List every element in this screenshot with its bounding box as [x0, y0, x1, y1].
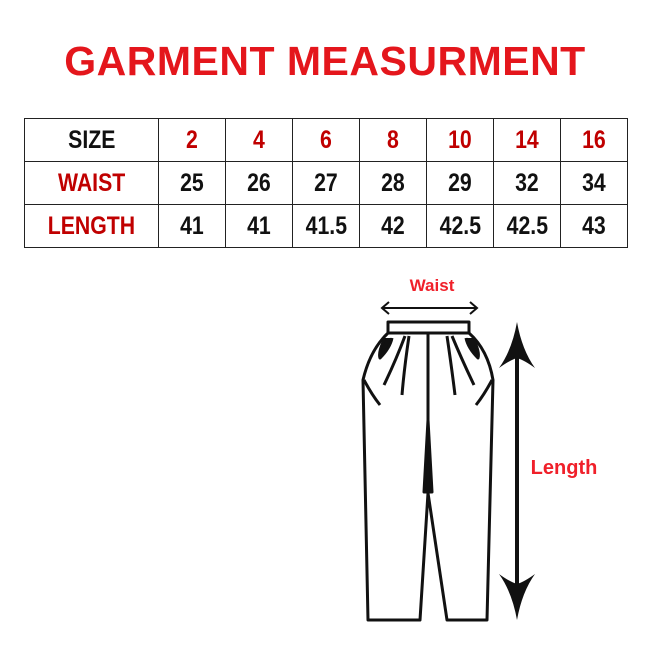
length-cell: 41.5	[292, 204, 360, 248]
waist-cell: 25	[158, 161, 226, 205]
size-cell: 10	[426, 118, 494, 162]
waist-cell: 28	[359, 161, 427, 205]
length-cell: 41	[158, 204, 226, 248]
size-cell: 14	[493, 118, 561, 162]
waist-label: Waist	[410, 276, 455, 295]
page-title: GARMENT MEASURMENT	[64, 38, 586, 84]
table-row-waist: WAIST 25 26 27 28 29 32 34	[24, 161, 628, 205]
length-cell: 43	[560, 204, 628, 248]
waist-cell: 32	[493, 161, 561, 205]
length-cell: 42.5	[426, 204, 494, 248]
table-row-length: LENGTH 41 41 41.5 42 42.5 42.5 43	[24, 204, 628, 248]
length-arrow-icon	[499, 322, 535, 620]
measurement-table: SIZE 2 4 6 8 10 14 16 WAIST 25 26 27 28 …	[24, 118, 628, 248]
table-row-size: SIZE 2 4 6 8 10 14 16	[24, 118, 628, 162]
row-header-size: SIZE	[24, 118, 159, 162]
row-header-waist: WAIST	[24, 161, 159, 205]
length-cell: 42.5	[493, 204, 561, 248]
size-cell: 4	[225, 118, 293, 162]
length-cell: 41	[225, 204, 293, 248]
waist-cell: 34	[560, 161, 628, 205]
length-label: Length	[531, 457, 598, 479]
waist-arrow-icon	[380, 301, 479, 315]
size-cell: 8	[359, 118, 427, 162]
row-header-length: LENGTH	[24, 204, 159, 248]
waist-cell: 29	[426, 161, 494, 205]
size-cell: 16	[560, 118, 628, 162]
waist-cell: 27	[292, 161, 360, 205]
pants-icon	[361, 320, 495, 622]
